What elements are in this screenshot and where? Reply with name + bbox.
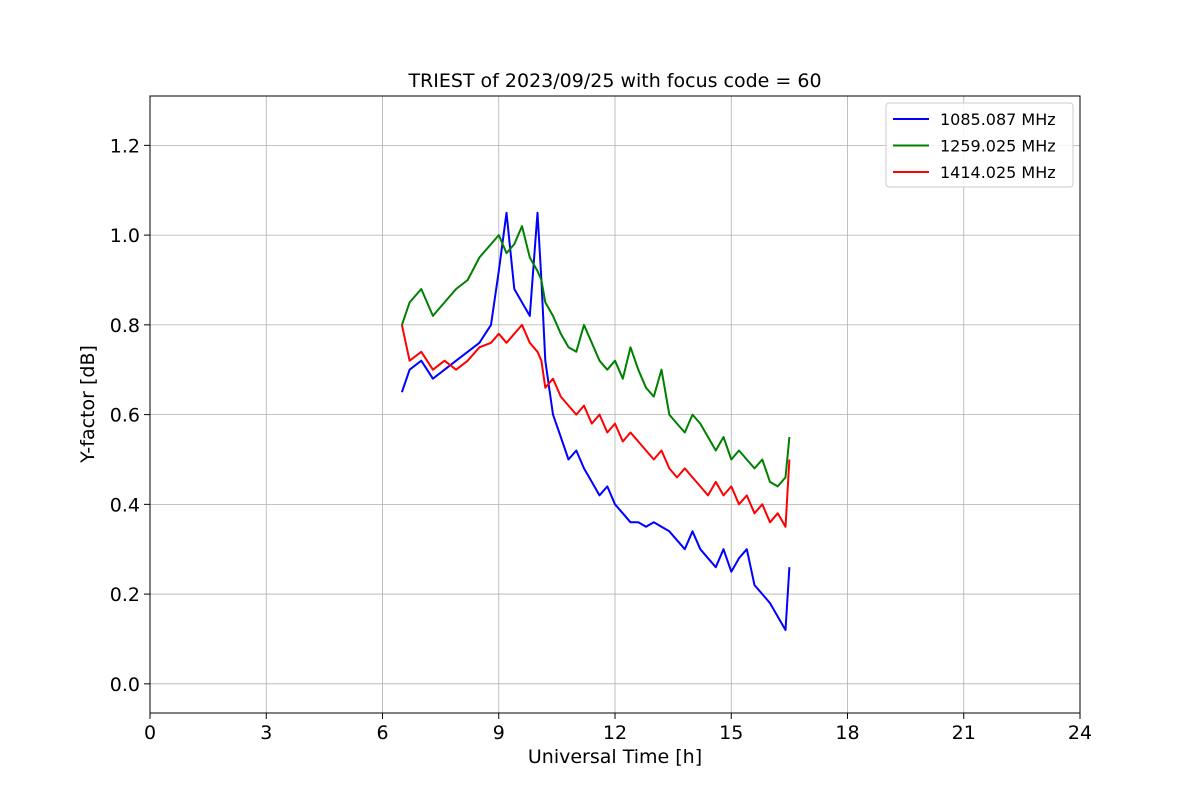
legend-entries: 1085.087 MHz 1259.025 MHz 1414.025 MHz bbox=[893, 110, 1056, 182]
x-tick-label: 24 bbox=[1068, 722, 1092, 744]
legend-label-3: 1414.025 MHz bbox=[940, 163, 1056, 182]
y-tick-label: 0.4 bbox=[110, 494, 140, 516]
x-tick-label: 21 bbox=[952, 722, 976, 744]
y-tick-label: 0.6 bbox=[110, 405, 140, 427]
x-tick-label: 9 bbox=[493, 722, 505, 744]
series-layer bbox=[400, 211, 791, 631]
y-tick-label: 0.2 bbox=[110, 584, 140, 606]
series-line-2 bbox=[400, 225, 791, 488]
x-axis-label: Universal Time [h] bbox=[528, 746, 702, 768]
legend-label-2: 1259.025 MHz bbox=[940, 137, 1056, 156]
series-line-1 bbox=[400, 211, 791, 631]
y-tick-label: 0.0 bbox=[110, 674, 140, 696]
x-tick-label: 15 bbox=[719, 722, 743, 744]
chart-title: TRIEST of 2023/09/25 with focus code = 6… bbox=[407, 70, 821, 92]
y-axis-ticks: 0.0 0.2 0.4 0.6 0.8 1.0 1.2 bbox=[110, 135, 150, 696]
legend: 1085.087 MHz 1259.025 MHz 1414.025 MHz bbox=[885, 102, 1074, 188]
series-line-3 bbox=[400, 323, 791, 528]
y-tick-label: 1.0 bbox=[110, 225, 140, 247]
legend-label-1: 1085.087 MHz bbox=[940, 110, 1056, 129]
y-tick-label: 1.2 bbox=[110, 135, 140, 157]
y-axis-label: Y-factor [dB] bbox=[77, 345, 99, 464]
legend-box bbox=[885, 102, 1074, 188]
x-tick-label: 12 bbox=[603, 722, 627, 744]
y-tick-label: 0.8 bbox=[110, 315, 140, 337]
x-tick-label: 6 bbox=[376, 722, 388, 744]
x-tick-label: 18 bbox=[835, 722, 859, 744]
x-axis-ticks: 0 3 6 9 12 15 18 21 24 bbox=[144, 713, 1092, 744]
x-tick-label: 0 bbox=[144, 722, 156, 744]
x-tick-label: 3 bbox=[260, 722, 272, 744]
